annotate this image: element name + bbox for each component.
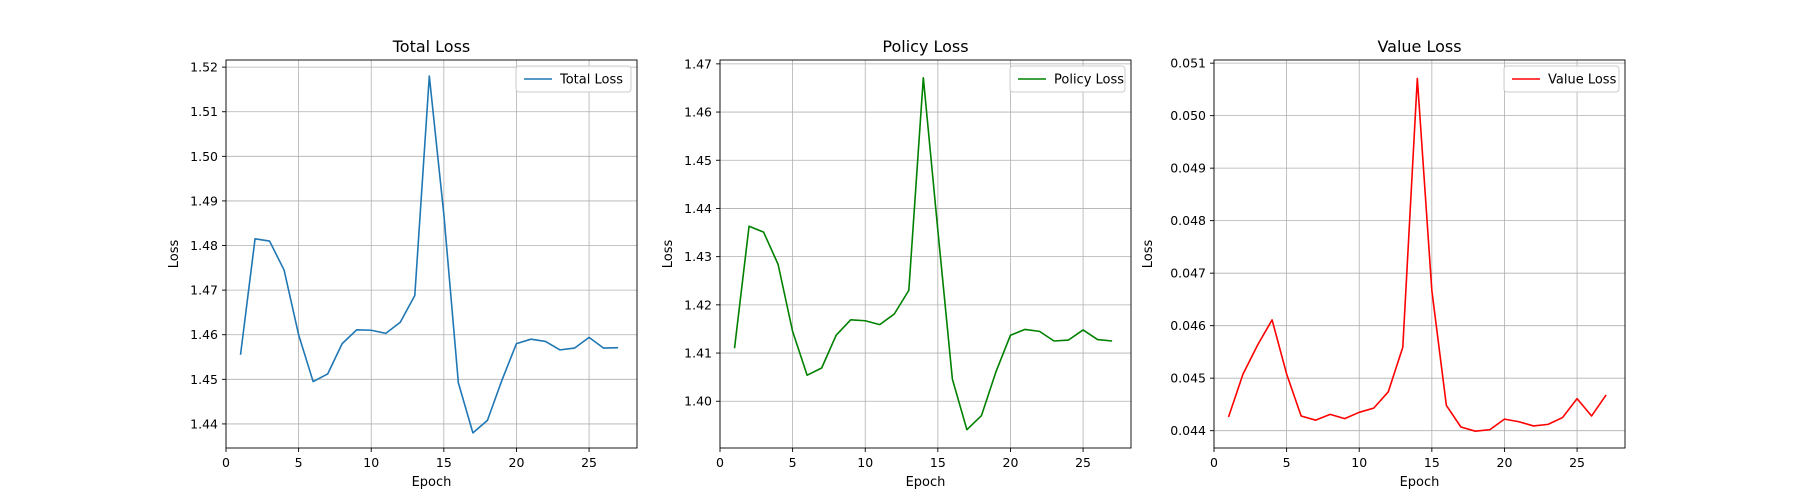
y-tick-label: 1.43 bbox=[684, 249, 712, 264]
y-tick-label: 1.47 bbox=[684, 56, 712, 71]
x-tick-label: 25 bbox=[1075, 455, 1091, 470]
x-axis-label: Epoch bbox=[1400, 475, 1440, 490]
y-tick-label: 0.050 bbox=[1170, 108, 1206, 123]
legend-box bbox=[1009, 65, 1126, 93]
x-tick-label: 25 bbox=[581, 455, 597, 470]
axes-frame bbox=[225, 59, 638, 449]
x-tick-label: 20 bbox=[1003, 455, 1019, 470]
legend: Total Loss bbox=[515, 65, 632, 93]
series-line-value-loss bbox=[1227, 77, 1607, 433]
series-line-policy-loss bbox=[733, 77, 1113, 431]
x-tick-label: 15 bbox=[436, 455, 452, 470]
chart-title: Policy Loss bbox=[882, 37, 968, 56]
chart-panel-2: 0 5 10 15 20 25 1.40 1.41 1.42 1.43 1.44 1.45 1.46 1.… bbox=[661, 37, 1132, 490]
x-tick-label: 10 bbox=[1351, 455, 1367, 470]
x-tick-label: 25 bbox=[1569, 455, 1585, 470]
y-tick-label: 1.48 bbox=[190, 238, 218, 253]
x-tick-label: 20 bbox=[1497, 455, 1513, 470]
chart-panel-3: 0 5 10 15 20 25 0.044 0.045 0.046 0.047 0.048 0.049… bbox=[1141, 37, 1626, 490]
y-tick-label: 1.52 bbox=[190, 60, 218, 75]
x-tick-label: 0 bbox=[716, 455, 724, 470]
x-tick-label: 10 bbox=[857, 455, 873, 470]
y-tick-label: 1.46 bbox=[190, 327, 218, 342]
legend-label: Value Loss bbox=[1548, 73, 1617, 88]
y-tick-label: 1.42 bbox=[684, 297, 712, 312]
y-tick-label: 0.044 bbox=[1170, 423, 1206, 438]
x-tick-label: 20 bbox=[509, 455, 525, 470]
x-tick-label: 15 bbox=[930, 455, 946, 470]
x-axis-label: Epoch bbox=[906, 475, 946, 490]
y-tick-label: 0.045 bbox=[1170, 371, 1206, 386]
x-tick-label: 0 bbox=[222, 455, 230, 470]
y-tick-label: 1.47 bbox=[190, 283, 218, 298]
legend-box bbox=[1503, 65, 1620, 93]
y-tick-label: 1.46 bbox=[684, 105, 712, 120]
y-tick-label: 0.049 bbox=[1170, 161, 1206, 176]
y-tick-label: 1.50 bbox=[190, 149, 218, 164]
y-tick-label: 0.051 bbox=[1170, 56, 1206, 71]
y-tick-label: 0.046 bbox=[1170, 318, 1206, 333]
x-tick-label: 0 bbox=[1210, 455, 1218, 470]
x-tick-label: 5 bbox=[789, 455, 797, 470]
y-tick-label: 1.45 bbox=[684, 153, 712, 168]
axes-frame bbox=[719, 59, 1132, 449]
y-tick-label: 1.44 bbox=[684, 201, 712, 216]
x-tick-label: 5 bbox=[1283, 455, 1291, 470]
y-axis-label: Loss bbox=[1141, 240, 1156, 269]
y-axis-label: Loss bbox=[167, 240, 182, 269]
legend-label: Policy Loss bbox=[1054, 73, 1124, 88]
y-tick-label: 0.047 bbox=[1170, 266, 1206, 281]
y-tick-label: 1.44 bbox=[190, 416, 218, 431]
y-tick-label: 1.45 bbox=[190, 372, 218, 387]
x-tick-label: 15 bbox=[1424, 455, 1440, 470]
y-tick-label: 1.51 bbox=[190, 104, 218, 119]
y-tick-label: 1.41 bbox=[684, 346, 712, 361]
chart-title: Value Loss bbox=[1377, 37, 1461, 56]
x-tick-label: 5 bbox=[295, 455, 303, 470]
chart-panel-1: 0 5 10 15 20 25 1.44 1.45 1.46 1.47 1.48 1.49 1.50 1.… bbox=[167, 37, 638, 490]
chart-title: Total Loss bbox=[392, 37, 471, 56]
legend-box bbox=[515, 65, 632, 93]
x-tick-label: 10 bbox=[363, 455, 379, 470]
axes-frame bbox=[1213, 59, 1626, 449]
y-tick-label: 1.40 bbox=[684, 394, 712, 409]
legend: Policy Loss bbox=[1009, 65, 1126, 93]
y-axis-label: Loss bbox=[661, 240, 676, 269]
legend-label: Total Loss bbox=[559, 73, 623, 88]
x-axis-label: Epoch bbox=[412, 475, 452, 490]
legend: Value Loss bbox=[1503, 65, 1620, 93]
y-tick-label: 0.048 bbox=[1170, 213, 1206, 228]
series-line-total-loss bbox=[239, 75, 619, 434]
y-tick-label: 1.49 bbox=[190, 193, 218, 208]
